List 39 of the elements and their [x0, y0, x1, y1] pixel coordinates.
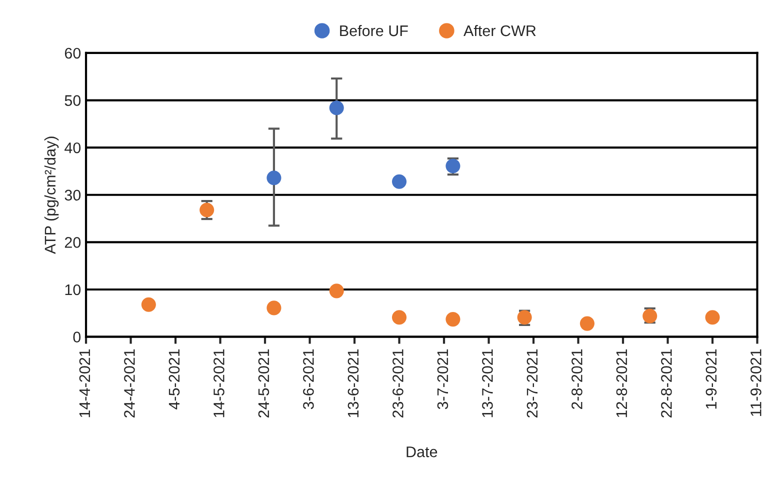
y-tick-label: 20: [64, 237, 81, 248]
x-tick-label: 22-8-2021: [661, 349, 672, 418]
x-tick-label: 23-7-2021: [526, 349, 538, 418]
x-tick-label: 1-9-2021: [706, 349, 717, 409]
y-tick-label: 50: [64, 95, 81, 106]
y-tick-label: 60: [64, 48, 81, 59]
point: [580, 316, 594, 331]
legend-label: After CWR: [464, 25, 536, 36]
y-tick-label: 0: [73, 332, 81, 342]
point: [266, 170, 282, 186]
x-tick-label: 3-6-2021: [303, 349, 314, 410]
x-tick-label: 14-4-2021: [79, 349, 90, 418]
x-tick-label: 23-6-2021: [392, 349, 404, 418]
x-tick-label: 13-6-2021: [348, 349, 359, 418]
point: [329, 284, 344, 298]
point: [392, 310, 407, 325]
x-tick-label: 4-5-2021: [168, 349, 180, 410]
x-tick-label: 24-4-2021: [124, 349, 135, 418]
point: [200, 202, 214, 218]
x-tick-label: 14-5-2021: [214, 349, 224, 418]
point: [446, 158, 460, 174]
y-tick-label: 10: [65, 284, 81, 296]
y-axis-title: ATP (pg/cm²/day): [44, 136, 59, 254]
point: [266, 300, 282, 316]
y-tick-label: 30: [64, 190, 81, 201]
point: [446, 312, 460, 327]
x-tick-label: 24-5-2021: [258, 349, 270, 418]
point: [392, 174, 407, 189]
x-tick-label: 11-9-2021: [750, 349, 762, 416]
x-tick-label: 12-8-2021: [616, 349, 628, 418]
legend-label: Before UF: [340, 25, 408, 36]
point: [705, 310, 720, 325]
x-tick-label: 13-7-2021: [482, 349, 493, 418]
x-tick-label: 3-7-2021: [437, 349, 448, 410]
x-axis-title: Date: [406, 446, 438, 458]
point: [329, 100, 344, 116]
y-tick-label: 40: [64, 142, 81, 154]
x-tick-label: 2-8-2021: [572, 349, 582, 409]
point: [141, 297, 156, 312]
